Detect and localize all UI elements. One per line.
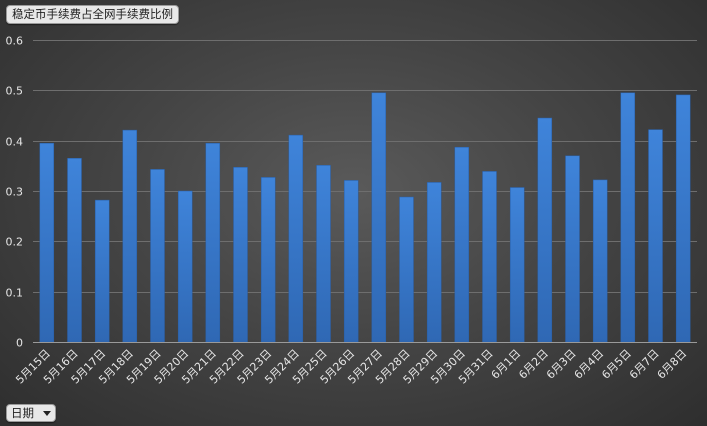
bar (675, 94, 691, 343)
bar (426, 182, 442, 343)
bar (122, 129, 138, 343)
x-tick-label: 6月7日 (627, 347, 662, 382)
bar (233, 167, 248, 343)
x-tick-label: 6月8日 (655, 347, 690, 382)
bar (316, 165, 331, 343)
chevron-down-icon (43, 411, 51, 416)
bar (537, 117, 553, 343)
bar (399, 196, 414, 343)
bar (260, 177, 276, 343)
date-filter-dropdown[interactable]: 日期 (6, 404, 56, 422)
y-tick-label: 0.3 (6, 186, 24, 199)
y-tick-label: 0.5 (6, 85, 24, 98)
y-tick-label: 0.4 (6, 136, 24, 149)
y-tick-label: 0 (16, 337, 23, 350)
x-tick-label: 6月1日 (489, 347, 524, 382)
date-filter-label: 日期 (11, 406, 34, 420)
y-axis-ticks: 0 0.1 0.2 0.3 0.4 0.5 0.6 (6, 35, 24, 350)
bar (371, 92, 387, 343)
bar (177, 190, 193, 343)
chart-title: 稳定币手续费占全网手续费比例 (6, 5, 179, 24)
x-tick-label: 6月4日 (572, 347, 607, 382)
bars (39, 92, 691, 343)
bar (482, 171, 497, 343)
bar (620, 92, 636, 343)
x-tick-label: 6月2日 (516, 347, 551, 382)
bar (288, 134, 304, 343)
bar (648, 129, 663, 343)
bar (67, 158, 82, 343)
bar (454, 146, 470, 343)
bar (150, 169, 165, 343)
bar (509, 187, 525, 343)
y-tick-label: 0.1 (6, 287, 24, 300)
x-tick-label: 6月5日 (599, 347, 634, 382)
bar (592, 179, 608, 343)
y-tick-label: 0.6 (6, 35, 24, 48)
bar (94, 199, 110, 343)
bar (565, 155, 580, 343)
bar (205, 142, 221, 343)
bar (39, 142, 55, 343)
x-axis-ticks: 5月15日5月16日5月17日5月18日5月19日5月20日5月21日5月22日… (13, 347, 689, 387)
y-tick-label: 0.2 (6, 236, 24, 249)
gridlines (33, 40, 697, 293)
x-tick-label: 6月3日 (544, 347, 579, 382)
bar (343, 180, 359, 343)
